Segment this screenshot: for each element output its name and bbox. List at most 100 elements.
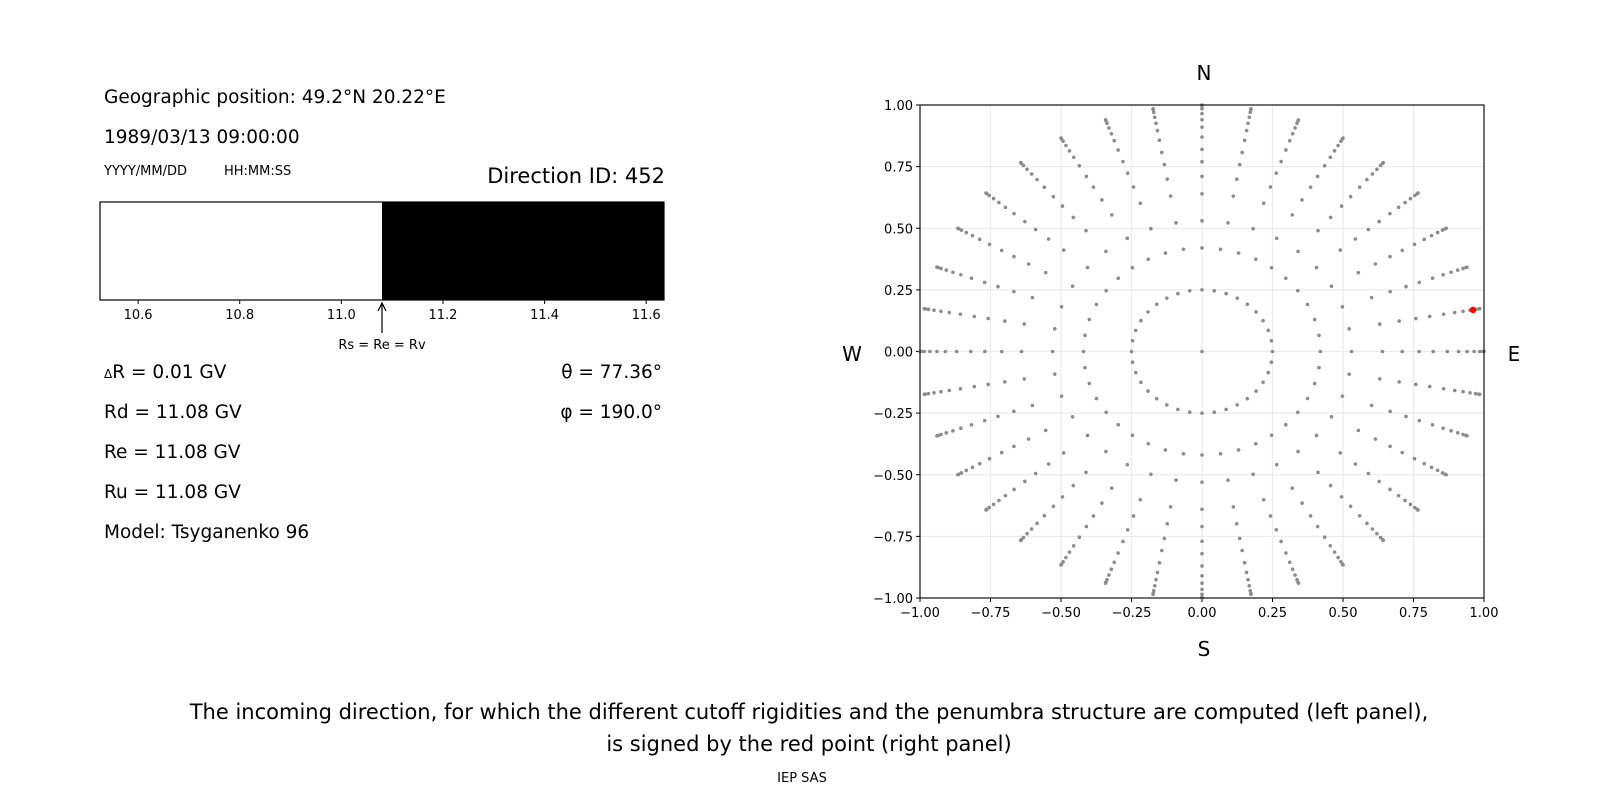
scatter-point — [987, 456, 992, 461]
scatter-point — [1456, 349, 1461, 354]
scatter-point — [1329, 284, 1334, 288]
scatter-point — [1125, 236, 1130, 241]
scatter-point — [1012, 487, 1016, 492]
scatter-point — [999, 349, 1004, 354]
scatter-point — [1138, 497, 1143, 502]
scatter-point — [1125, 171, 1130, 175]
scatter-point — [932, 308, 936, 312]
scatter-point — [1261, 201, 1266, 206]
scatter-point — [1070, 415, 1075, 419]
ru-value: Ru = 11.08 GV — [104, 482, 241, 503]
scatter-point — [977, 237, 982, 242]
scatter-point — [1461, 309, 1465, 314]
scatter-point — [1025, 531, 1029, 536]
scatter-point — [1427, 314, 1432, 319]
scatter-point — [1130, 338, 1135, 343]
scatter-point — [1465, 265, 1469, 269]
scatter-point — [1244, 128, 1249, 133]
scatter-point — [1104, 249, 1108, 254]
scatter-point — [1274, 236, 1279, 241]
scatter-point — [1200, 539, 1204, 544]
scatter-point — [954, 349, 959, 354]
scatter-point — [1234, 522, 1239, 526]
scatter-point — [1388, 487, 1392, 492]
scatter-point — [1235, 296, 1240, 300]
scatter-point — [1085, 433, 1090, 438]
scatter-point — [1077, 535, 1082, 540]
delta-symbol: Δ — [104, 367, 113, 381]
scatter-point — [1293, 573, 1297, 577]
scatter-point — [1081, 349, 1086, 354]
scatter-point — [947, 388, 952, 393]
scatter-point — [1155, 128, 1160, 133]
scatter-point — [1366, 227, 1371, 232]
scatter-point — [1125, 528, 1130, 532]
scatter-point — [1187, 410, 1192, 414]
scatter-point — [1287, 138, 1292, 143]
scatter-point — [922, 306, 927, 311]
scatter-point — [1414, 316, 1418, 321]
scatter-point — [1237, 162, 1242, 167]
scatter-point — [1139, 380, 1143, 385]
scatter-point — [1244, 570, 1249, 575]
scatter-point — [1290, 567, 1295, 572]
scatter-point — [959, 272, 963, 277]
scatter-point — [1397, 380, 1401, 384]
scatter-point — [982, 418, 987, 423]
scatter-point — [1157, 138, 1162, 143]
scatter-point — [1348, 194, 1353, 199]
scatter-point — [1353, 462, 1358, 466]
scatter-point — [1012, 289, 1016, 294]
scatter-point — [939, 432, 943, 437]
scatter-point — [1416, 191, 1420, 195]
scatter-point — [1012, 409, 1016, 414]
scatter-point — [1087, 381, 1092, 386]
scatter-point — [1083, 365, 1087, 370]
scatter-point — [1312, 381, 1317, 386]
scatter-point — [1375, 531, 1379, 536]
scatter-point — [1461, 389, 1465, 394]
scatter-point — [1053, 327, 1057, 331]
scatter-point — [1226, 221, 1230, 225]
bar-x-tick-label: 10.8 — [225, 308, 254, 323]
scatter-point — [1300, 198, 1304, 202]
scatter-point — [1279, 539, 1283, 544]
scatter-point — [1357, 185, 1362, 190]
x-tick-label: 0.25 — [1258, 606, 1287, 621]
scatter-point — [1100, 198, 1104, 202]
scatter-point — [959, 471, 964, 475]
scatter-point — [968, 349, 973, 354]
scatter-point — [1268, 185, 1273, 189]
scatter-point — [1116, 148, 1120, 152]
scatter-point — [1380, 349, 1385, 354]
scatter-point — [1339, 495, 1344, 499]
y-tick-label: −0.75 — [873, 530, 913, 545]
bar-frame — [99, 201, 665, 301]
scatter-point — [1290, 131, 1295, 136]
scatter-point — [1174, 478, 1178, 482]
scatter-point — [1388, 254, 1392, 259]
x-tick-label: 0.00 — [1188, 606, 1217, 621]
scatter-point — [1356, 270, 1361, 275]
scatter-point — [1365, 521, 1369, 526]
scatter-point — [935, 349, 939, 354]
scatter-point — [1176, 407, 1180, 412]
scatter-point — [1366, 471, 1371, 476]
penumbra-bar-chart: 10.6 10.8 11.0 11.2 11.4 11.6 Rs = Re = Rv — [99, 201, 665, 353]
arrow-head-icon — [377, 301, 387, 312]
compass-east: E — [1508, 342, 1521, 366]
scatter-point — [1403, 200, 1407, 205]
scatter-point — [1322, 163, 1327, 168]
scatter-point — [1412, 456, 1417, 461]
scatter-point — [1452, 310, 1457, 315]
scatter-point — [1051, 504, 1056, 509]
compass-north: N — [1197, 61, 1212, 85]
scatter-point — [984, 191, 988, 195]
scatter-point — [1109, 213, 1114, 217]
scatter-point — [1417, 349, 1421, 354]
scatter-point — [1149, 472, 1153, 477]
scatter-point — [1353, 237, 1358, 241]
scatter-point — [1200, 219, 1204, 223]
scatter-point — [1139, 318, 1143, 323]
scatter-point — [1160, 150, 1164, 155]
